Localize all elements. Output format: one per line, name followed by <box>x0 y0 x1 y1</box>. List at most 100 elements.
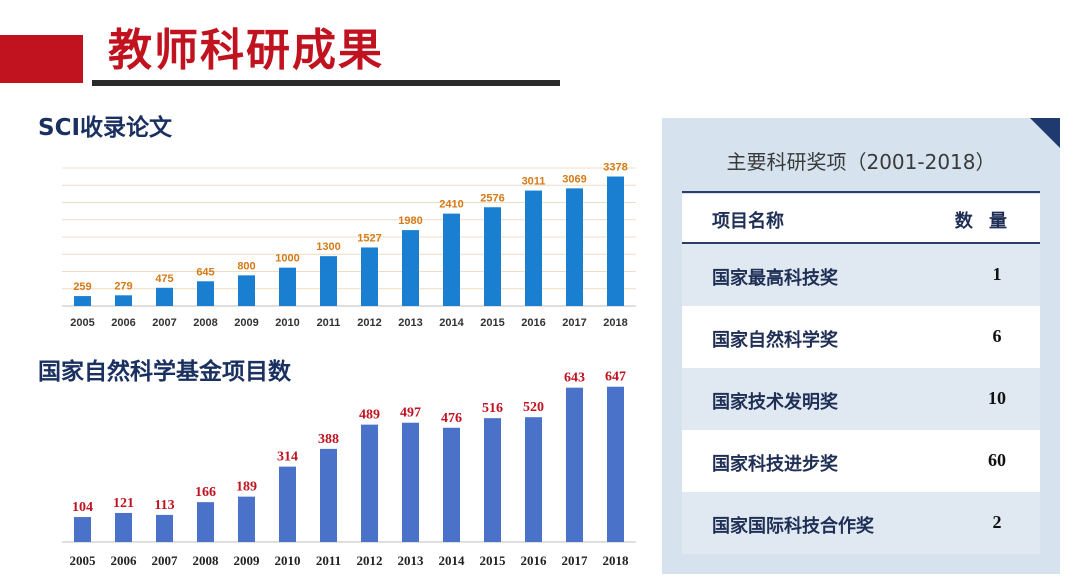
data-label-2007: 475 <box>155 273 173 285</box>
bar-2012 <box>361 247 378 306</box>
data-label-2006: 121 <box>113 496 134 511</box>
award-name: 国家技术发明奖 <box>712 392 838 413</box>
awards-title: 主要科研奖项（2001-2018） <box>726 150 996 174</box>
award-name: 国家科技进步奖 <box>712 454 838 475</box>
bar-2008 <box>197 281 214 306</box>
tick-label-2013: 2013 <box>398 317 422 329</box>
data-label-2015: 516 <box>482 401 503 416</box>
tick-label-2009: 2009 <box>234 317 258 329</box>
tick-label-2005: 2005 <box>70 317 94 329</box>
tick-label-2016: 2016 <box>521 553 548 568</box>
data-label-2014: 2410 <box>439 199 463 211</box>
bar-2015 <box>484 418 501 542</box>
tick-label-2017: 2017 <box>562 317 586 329</box>
tick-label-2018: 2018 <box>603 317 627 329</box>
tick-label-2007: 2007 <box>152 317 176 329</box>
data-label-2017: 643 <box>564 371 585 386</box>
data-label-2007: 113 <box>154 498 174 513</box>
award-row: 国家国际科技合作奖 2 <box>682 492 1040 554</box>
bar-2017 <box>566 188 583 306</box>
tick-label-2015: 2015 <box>480 553 507 568</box>
bar-2013 <box>402 422 419 542</box>
bar-2015 <box>484 207 501 306</box>
data-label-2018: 3378 <box>603 162 627 174</box>
data-label-2012: 1527 <box>357 232 381 244</box>
tick-label-2012: 2012 <box>357 553 383 568</box>
bar-2007 <box>156 514 173 542</box>
tick-label-2006: 2006 <box>111 317 135 329</box>
tick-label-2016: 2016 <box>521 317 545 329</box>
data-label-2008: 645 <box>196 266 214 278</box>
bar-2005 <box>74 517 91 542</box>
bar-2018 <box>607 176 624 306</box>
tick-label-2013: 2013 <box>398 553 425 568</box>
award-count: 1 <box>992 264 1002 284</box>
tick-label-2011: 2011 <box>317 317 341 329</box>
data-label-2013: 497 <box>400 406 421 421</box>
bar-2012 <box>361 424 378 542</box>
tick-label-2005: 2005 <box>70 553 97 568</box>
award-count: 10 <box>988 388 1006 408</box>
header-name: 项目名称 <box>712 211 784 232</box>
nsfc-bar-chart: 104 2005 121 2006 113 2007 166 2008 189 2009 314 20… <box>62 370 636 568</box>
data-label-2005: 259 <box>73 281 91 293</box>
data-label-2010: 314 <box>277 450 298 465</box>
data-label-2018: 647 <box>605 370 626 385</box>
bar-2017 <box>566 387 583 542</box>
tick-label-2015: 2015 <box>480 317 504 329</box>
awards-header-top-rule <box>682 191 1040 193</box>
data-label-2006: 279 <box>114 280 132 292</box>
tick-label-2008: 2008 <box>193 317 217 329</box>
bar-2018 <box>607 386 624 542</box>
data-label-2016: 3011 <box>522 176 546 188</box>
data-label-2010: 1000 <box>275 253 299 265</box>
award-row: 国家技术发明奖 10 <box>682 368 1040 430</box>
bar-2006 <box>115 295 132 306</box>
bar-2014 <box>443 427 460 542</box>
corner-accent <box>1030 118 1060 148</box>
bar-2008 <box>197 502 214 542</box>
award-name: 国家最高科技奖 <box>712 268 838 289</box>
awards-panel: 主要科研奖项（2001-2018） 项目名称 数 量 国家最高科技奖 1 国家自… <box>662 118 1060 574</box>
bar-2007 <box>156 287 173 306</box>
award-row: 国家自然科学奖 6 <box>682 306 1040 368</box>
tick-label-2007: 2007 <box>152 553 179 568</box>
award-count: 6 <box>992 326 1002 346</box>
data-label-2009: 800 <box>237 260 255 272</box>
title-accent-bar <box>0 35 83 83</box>
award-count: 2 <box>992 512 1002 532</box>
award-row: 国家最高科技奖 1 <box>682 244 1040 306</box>
title-underline <box>92 80 560 86</box>
awards-table-header: 项目名称 数 量 <box>682 194 1040 242</box>
bar-2013 <box>402 230 419 306</box>
bar-2010 <box>279 466 296 542</box>
data-label-2017: 3069 <box>562 173 586 185</box>
tick-label-2009: 2009 <box>234 553 261 568</box>
sci-bar-chart: 259 2005 279 2006 475 2007 645 2008 800 2009 1000 2… <box>62 162 636 329</box>
tick-label-2014: 2014 <box>439 317 464 329</box>
tick-label-2017: 2017 <box>562 553 589 568</box>
data-label-2011: 1300 <box>316 241 340 253</box>
bar-2014 <box>443 213 460 306</box>
bar-2005 <box>74 296 91 306</box>
page-title: 教师科研成果 <box>108 25 384 76</box>
bar-2016 <box>525 417 542 542</box>
bar-2016 <box>525 190 542 306</box>
bar-2011 <box>320 448 337 542</box>
tick-label-2012: 2012 <box>357 317 381 329</box>
award-count: 60 <box>988 450 1006 470</box>
tick-label-2018: 2018 <box>603 553 630 568</box>
tick-label-2014: 2014 <box>439 553 466 568</box>
tick-label-2011: 2011 <box>316 553 341 568</box>
award-row: 国家科技进步奖 60 <box>682 430 1040 492</box>
data-label-2014: 476 <box>441 411 462 426</box>
bar-2010 <box>279 267 296 306</box>
awards-header-bottom-rule <box>682 242 1040 244</box>
data-label-2016: 520 <box>523 400 544 415</box>
tick-label-2008: 2008 <box>193 553 220 568</box>
tick-label-2010: 2010 <box>275 317 299 329</box>
data-label-2012: 489 <box>359 408 380 423</box>
sci-section-title: SCI收录论文 <box>38 115 173 141</box>
award-name: 国家自然科学奖 <box>712 330 838 351</box>
data-label-2015: 2576 <box>480 192 504 204</box>
